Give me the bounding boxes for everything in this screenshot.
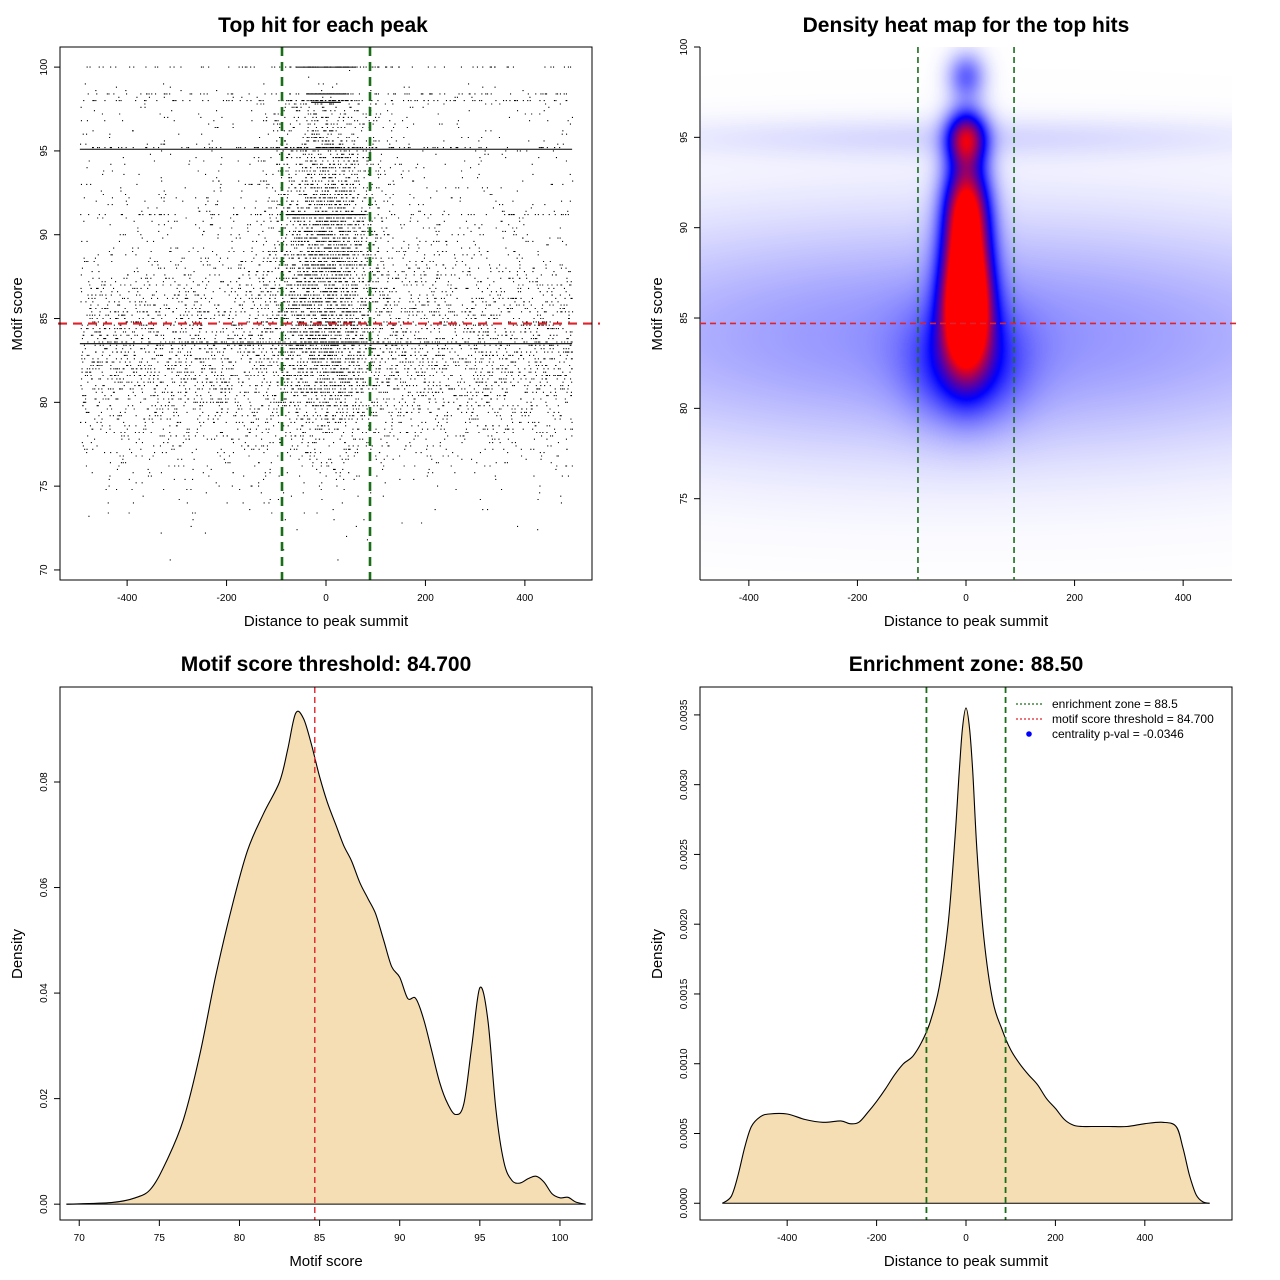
density-curve: [722, 707, 1210, 1204]
legend-centrality-dot: [1026, 731, 1032, 737]
distance-density-axes: -400 -200 0 200 400 0.0000 0.0005 0.0010 0.0015 0…: [679, 699, 1154, 1244]
y-tick-label: 90: [679, 222, 690, 234]
scatter-ylabel: Motif score: [9, 277, 26, 350]
legend-threshold-label: motif score threshold = 84.700: [1052, 712, 1214, 726]
y-tick-label: 0.04: [39, 983, 50, 1003]
heatmap-canvas: [700, 47, 1232, 580]
x-tick-label: 0: [963, 1233, 969, 1244]
x-tick-label: 0: [323, 593, 329, 604]
y-tick-label: 75: [679, 493, 690, 505]
y-tick-label: 75: [39, 480, 50, 492]
y-tick-label: 70: [39, 564, 50, 576]
panel-heatmap: Density heat map for the top hits Distan…: [649, 14, 1240, 630]
density-curve: [66, 710, 586, 1205]
distance-density-area: [722, 707, 1210, 1204]
heatmap-title: Density heat map for the top hits: [803, 14, 1130, 37]
scatter-axes: -400 -200 0 200 400 70 75 80 85 90 95 100: [39, 58, 534, 604]
x-tick-label: 80: [234, 1233, 246, 1244]
x-tick-label: 400: [1136, 1233, 1153, 1244]
x-tick-label: -400: [117, 593, 137, 604]
x-tick-label: -400: [739, 593, 759, 604]
y-tick-label: 90: [39, 229, 50, 241]
legend-item-enrichment-zone: enrichment zone = 88.5: [1016, 697, 1178, 711]
y-tick-label: 0.0005: [679, 1118, 690, 1149]
x-tick-label: 200: [417, 593, 434, 604]
heatmap-image: [700, 47, 1232, 580]
score-density-ylabel: Density: [9, 928, 26, 979]
x-tick-label: -200: [217, 593, 237, 604]
x-tick-label: 75: [154, 1233, 166, 1244]
scatter-reference-lines: [58, 47, 600, 580]
score-density-title: Motif score threshold: 84.700: [181, 653, 472, 676]
x-tick-label: 70: [74, 1233, 86, 1244]
y-tick-label: 85: [679, 312, 690, 324]
score-density-area: [66, 710, 586, 1205]
x-tick-label: 85: [314, 1233, 326, 1244]
distance-density-frame: [699, 686, 1233, 1221]
scatter-title: Top hit for each peak: [218, 14, 428, 37]
density-fill: [722, 707, 1210, 1204]
score-density-axes: 70 75 80 85 90 95 100 0.00 0.02 0.04 0.06 0.08: [39, 772, 569, 1244]
heatmap-ylabel: Motif score: [649, 277, 666, 350]
panel-score-density: Motif score threshold: 84.700 Motif scor…: [9, 653, 593, 1270]
y-tick-label: 0.0030: [679, 769, 690, 800]
distance-density-reference-lines: [925, 687, 1007, 1220]
distance-density-title: Enrichment zone: 88.50: [849, 653, 1084, 676]
x-tick-label: -200: [847, 593, 867, 604]
x-tick-label: 100: [552, 1233, 569, 1244]
scatter-points: [79, 66, 574, 561]
y-tick-label: 0.0025: [679, 839, 690, 870]
y-tick-label: 80: [679, 402, 690, 414]
y-tick-label: 95: [39, 145, 50, 157]
score-density-frame: [59, 686, 593, 1221]
x-tick-label: -200: [867, 1233, 887, 1244]
y-tick-label: 100: [679, 38, 690, 55]
y-tick-label: 0.0020: [679, 908, 690, 939]
legend-item-threshold: motif score threshold = 84.700: [1016, 712, 1214, 726]
y-tick-label: 0.06: [39, 877, 50, 897]
panel-distance-density: Enrichment zone: 88.50 Distance to peak …: [649, 653, 1233, 1270]
legend-enrichment-zone-label: enrichment zone = 88.5: [1052, 697, 1178, 711]
legend-centrality-label: centrality p-val = -0.0346: [1052, 727, 1184, 741]
y-tick-label: 85: [39, 313, 50, 325]
y-tick-label: 0.02: [39, 1088, 50, 1108]
x-tick-label: 0: [963, 593, 969, 604]
y-tick-label: 95: [679, 131, 690, 143]
distance-density-xlabel: Distance to peak summit: [884, 1253, 1049, 1270]
x-tick-label: 95: [474, 1233, 486, 1244]
x-tick-label: -400: [777, 1233, 797, 1244]
y-tick-label: 0.08: [39, 772, 50, 792]
heatmap-reference-lines: [700, 47, 1240, 580]
scatter-point-cloud: [80, 66, 574, 561]
x-tick-label: 200: [1047, 1233, 1064, 1244]
panel-scatter: Top hit for each peak Distance to peak s…: [9, 14, 600, 630]
distance-density-legend: enrichment zone = 88.5 motif score thres…: [1016, 697, 1214, 741]
y-tick-label: 0.0010: [679, 1048, 690, 1079]
x-tick-label: 90: [394, 1233, 406, 1244]
x-tick-label: 400: [1175, 593, 1192, 604]
score-density-xlabel: Motif score: [289, 1253, 362, 1270]
y-tick-label: 100: [39, 58, 50, 75]
density-fill: [66, 711, 586, 1205]
y-tick-label: 0.00: [39, 1194, 50, 1214]
scatter-xlabel: Distance to peak summit: [244, 613, 409, 630]
y-tick-label: 0.0015: [679, 978, 690, 1009]
x-tick-label: 200: [1066, 593, 1083, 604]
heatmap-xlabel: Distance to peak summit: [884, 613, 1049, 630]
scatter-frame: [59, 46, 593, 581]
heatmap-canvas-holder: [700, 47, 1232, 580]
y-tick-label: 0.0000: [679, 1188, 690, 1219]
legend-item-centrality: centrality p-val = -0.0346: [1026, 727, 1184, 741]
heatmap-axes: -400 -200 0 200 400 75 80 85 90 95 100: [679, 38, 1232, 604]
y-tick-label: 80: [39, 396, 50, 408]
y-tick-label: 0.0035: [679, 699, 690, 730]
distance-density-ylabel: Density: [649, 928, 666, 979]
x-tick-label: 400: [517, 593, 534, 604]
